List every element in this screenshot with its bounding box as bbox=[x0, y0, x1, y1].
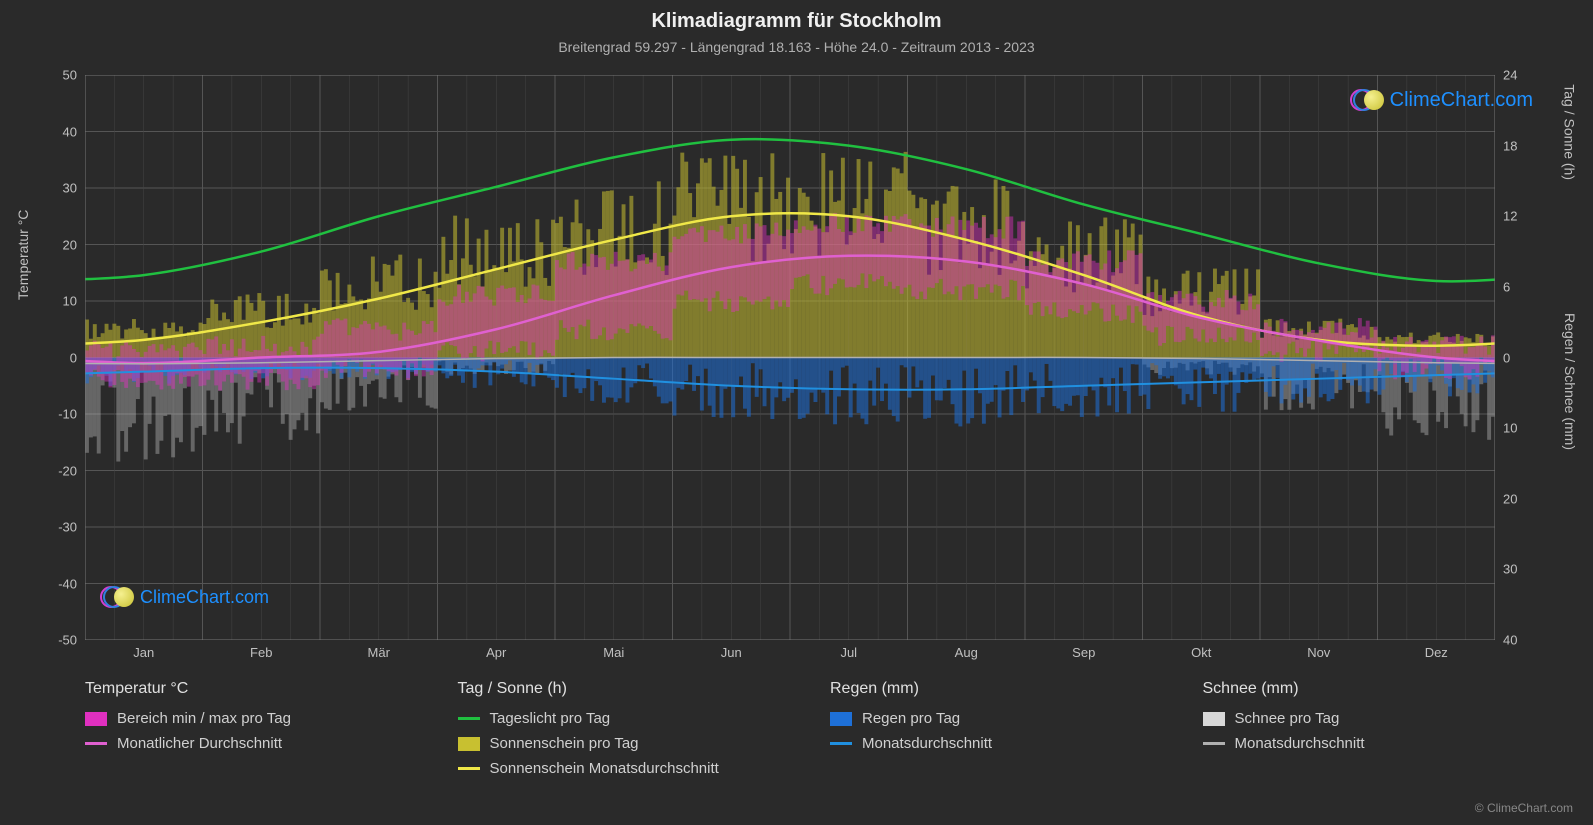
brand-logo-icon bbox=[100, 585, 134, 609]
legend: Temperatur °C Bereich min / max pro Tag Mo… bbox=[85, 680, 1535, 785]
legend-swatch bbox=[1203, 742, 1225, 745]
legend-swatch bbox=[830, 712, 852, 726]
y-axis-left-label: Temperatur °C bbox=[15, 210, 31, 300]
legend-group: Regen (mm) Regen pro Tag Monatsdurchschnit… bbox=[830, 680, 1163, 785]
brand-logo-bottom: ClimeChart.com bbox=[100, 585, 269, 609]
legend-swatch bbox=[458, 737, 480, 751]
climate-plot bbox=[85, 75, 1495, 640]
legend-label: Tageslicht pro Tag bbox=[490, 710, 611, 727]
x-tick-month: Apr bbox=[486, 645, 506, 660]
y-tick-right: 24 bbox=[1503, 68, 1517, 83]
y-tick-right: 6 bbox=[1503, 279, 1510, 294]
brand-name: ClimeChart.com bbox=[1390, 89, 1533, 112]
y-tick-right: 30 bbox=[1503, 562, 1517, 577]
legend-group-title: Temperatur °C bbox=[85, 680, 418, 698]
y-tick-right: 20 bbox=[1503, 491, 1517, 506]
x-tick-month: Feb bbox=[250, 645, 272, 660]
legend-label: Schnee pro Tag bbox=[1235, 710, 1340, 727]
y-tick-left: -30 bbox=[37, 520, 77, 535]
y-tick-left: -10 bbox=[37, 407, 77, 422]
legend-item: Regen pro Tag bbox=[830, 710, 1163, 727]
y-tick-right: 0 bbox=[1503, 350, 1510, 365]
legend-label: Monatsdurchschnitt bbox=[1235, 735, 1365, 752]
legend-swatch bbox=[1203, 712, 1225, 726]
legend-swatch bbox=[458, 717, 480, 720]
x-tick-month: Okt bbox=[1191, 645, 1211, 660]
legend-item: Monatsdurchschnitt bbox=[1203, 735, 1536, 752]
legend-label: Regen pro Tag bbox=[862, 710, 960, 727]
y-tick-right: 12 bbox=[1503, 209, 1517, 224]
x-tick-month: Sep bbox=[1072, 645, 1095, 660]
legend-swatch bbox=[458, 767, 480, 770]
legend-item: Sonnenschein pro Tag bbox=[458, 735, 791, 752]
legend-swatch bbox=[830, 742, 852, 745]
y-tick-left: 10 bbox=[37, 294, 77, 309]
legend-swatch bbox=[85, 742, 107, 745]
y-tick-left: 20 bbox=[37, 237, 77, 252]
legend-label: Sonnenschein Monatsdurchschnitt bbox=[490, 760, 719, 777]
legend-label: Monatsdurchschnitt bbox=[862, 735, 992, 752]
y-axis-right-bottom-label: Regen / Schnee (mm) bbox=[1562, 313, 1578, 450]
y-tick-left: -50 bbox=[37, 633, 77, 648]
legend-label: Monatlicher Durchschnitt bbox=[117, 735, 282, 752]
x-tick-month: Mai bbox=[603, 645, 624, 660]
copyright: © ClimeChart.com bbox=[1475, 801, 1573, 815]
y-tick-left: 40 bbox=[37, 124, 77, 139]
legend-item: Schnee pro Tag bbox=[1203, 710, 1536, 727]
chart-subtitle: Breitengrad 59.297 - Längengrad 18.163 -… bbox=[0, 33, 1593, 55]
legend-item: Bereich min / max pro Tag bbox=[85, 710, 418, 727]
y-tick-right: 40 bbox=[1503, 633, 1517, 648]
legend-item: Monatsdurchschnitt bbox=[830, 735, 1163, 752]
y-tick-left: 30 bbox=[37, 181, 77, 196]
x-tick-month: Aug bbox=[955, 645, 978, 660]
legend-label: Sonnenschein pro Tag bbox=[490, 735, 639, 752]
chart-area: 50403020100-10-20-30-40-5024181260102030… bbox=[85, 75, 1495, 640]
legend-label: Bereich min / max pro Tag bbox=[117, 710, 291, 727]
brand-logo-icon bbox=[1350, 88, 1384, 112]
y-tick-left: -40 bbox=[37, 576, 77, 591]
legend-group-title: Regen (mm) bbox=[830, 680, 1163, 698]
brand-name: ClimeChart.com bbox=[140, 587, 269, 608]
y-axis-right-top-label: Tag / Sonne (h) bbox=[1562, 84, 1578, 180]
legend-group: Temperatur °C Bereich min / max pro Tag Mo… bbox=[85, 680, 418, 785]
y-tick-left: 0 bbox=[37, 350, 77, 365]
x-tick-month: Mär bbox=[368, 645, 390, 660]
legend-group: Tag / Sonne (h) Tageslicht pro Tag Sonnens… bbox=[458, 680, 791, 785]
y-tick-left: -20 bbox=[37, 463, 77, 478]
legend-item: Monatlicher Durchschnitt bbox=[85, 735, 418, 752]
legend-item: Sonnenschein Monatsdurchschnitt bbox=[458, 760, 791, 777]
y-tick-right: 10 bbox=[1503, 421, 1517, 436]
y-tick-left: 50 bbox=[37, 68, 77, 83]
brand-logo-top: ClimeChart.com bbox=[1350, 88, 1533, 112]
x-tick-month: Jun bbox=[721, 645, 742, 660]
legend-group-title: Schnee (mm) bbox=[1203, 680, 1536, 698]
legend-swatch bbox=[85, 712, 107, 726]
x-tick-month: Dez bbox=[1425, 645, 1448, 660]
x-tick-month: Jul bbox=[840, 645, 857, 660]
legend-item: Tageslicht pro Tag bbox=[458, 710, 791, 727]
chart-title: Klimadiagramm für Stockholm bbox=[0, 0, 1593, 33]
legend-group: Schnee (mm) Schnee pro Tag Monatsdurchschn… bbox=[1203, 680, 1536, 785]
x-tick-month: Nov bbox=[1307, 645, 1330, 660]
x-tick-month: Jan bbox=[133, 645, 154, 660]
y-tick-right: 18 bbox=[1503, 138, 1517, 153]
legend-group-title: Tag / Sonne (h) bbox=[458, 680, 791, 698]
